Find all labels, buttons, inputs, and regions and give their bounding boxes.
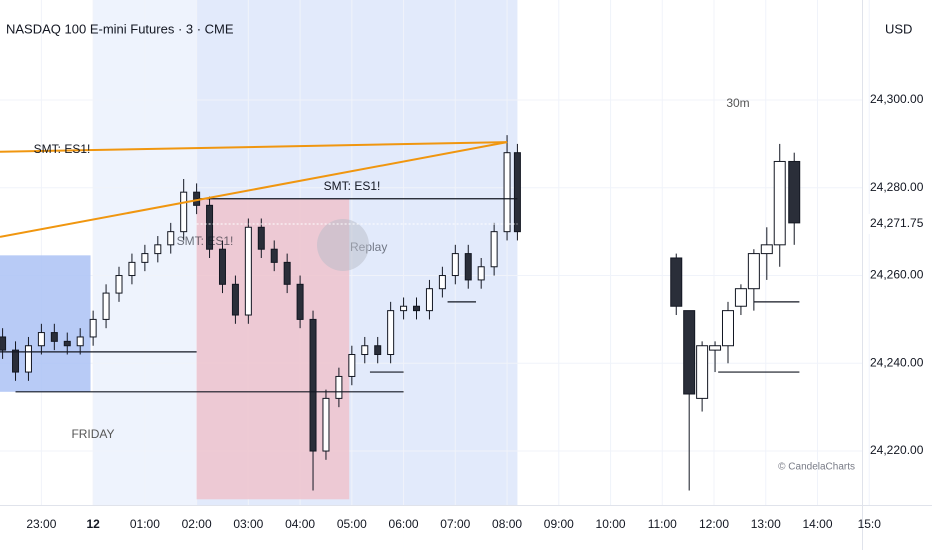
day-label: FRIDAY [71, 427, 114, 441]
candle-body [400, 305, 408, 312]
htf-label: 30m [726, 96, 749, 110]
candle-body [167, 231, 175, 246]
candle-body [413, 305, 421, 312]
candle-body [12, 349, 20, 373]
candle-body [734, 288, 747, 307]
x-tick-label: 06:00 [389, 517, 419, 531]
candle-body [309, 318, 317, 452]
candle-body [721, 310, 734, 347]
x-tick-label: 01:00 [130, 517, 160, 531]
candle-body [387, 310, 395, 356]
candle-body [244, 226, 252, 316]
candle-body [670, 257, 683, 307]
candle-body [257, 226, 265, 250]
x-tick-label: 08:00 [492, 517, 522, 531]
last-price-tag [863, 213, 932, 234]
candle-body [0, 336, 7, 351]
x-tick-label: 03:00 [233, 517, 263, 531]
candle-body [503, 152, 511, 233]
candle-body [141, 253, 149, 263]
candle-body [709, 345, 722, 351]
x-tick-label: 14:00 [802, 517, 832, 531]
candle-body [115, 275, 123, 294]
candle-body [513, 152, 521, 233]
candle-body [760, 244, 773, 255]
x-tick-label: 10:00 [596, 517, 626, 531]
x-tick-label: 02:00 [182, 517, 212, 531]
x-tick-label: 13:00 [751, 517, 781, 531]
candle-body [322, 397, 330, 452]
smt-label: SMT: ES1! [324, 179, 381, 193]
y-tick-label: 24,260.00 [870, 268, 924, 282]
candle-body [283, 261, 291, 285]
candle-body [438, 275, 446, 290]
x-tick-label: 09:00 [544, 517, 574, 531]
x-tick-label: 15:0 [858, 517, 882, 531]
candle-body [154, 244, 162, 255]
candle-body [296, 283, 304, 320]
smt-label: SMT: ES1! [34, 142, 91, 156]
watermark-icon [317, 219, 369, 271]
x-tick-label: 04:00 [285, 517, 315, 531]
plot-area: ReplaySMT: ES1!SMT: ES1!SMT: ES1! [0, 0, 870, 505]
x-tick-label: 11:00 [648, 517, 677, 531]
smt-label: SMT: ES1! [177, 234, 234, 248]
candle-body [374, 345, 382, 356]
credit: © CandelaCharts [778, 462, 855, 473]
candle-body [747, 253, 760, 290]
x-tick-label: 07:00 [440, 517, 470, 531]
last-price-label: 24,271.75 [870, 216, 924, 230]
x-tick-label: 23:00 [26, 517, 56, 531]
candle-body [425, 288, 433, 312]
candle-body [180, 191, 188, 233]
candle-body [231, 283, 239, 316]
candle-body [24, 345, 32, 373]
y-tick-label: 24,280.00 [870, 180, 924, 194]
x-tick-label: 05:00 [337, 517, 367, 531]
smt-line [0, 141, 508, 238]
candle-body [270, 248, 278, 263]
candle-body [102, 292, 110, 320]
candle-body [206, 204, 214, 250]
candle-body [76, 336, 84, 347]
candle-body [218, 248, 226, 285]
chart-title: NASDAQ 100 E-mini Futures · 3 · CME [6, 21, 234, 36]
candle-body [348, 354, 356, 377]
candle-body [788, 160, 801, 224]
candle-body [63, 340, 71, 347]
y-tick-label: 24,240.00 [870, 355, 924, 369]
candle-body [490, 231, 498, 268]
smt-line [0, 141, 508, 153]
y-tick-label: 24,220.00 [870, 443, 924, 457]
candle-body [37, 332, 45, 347]
currency: USD [885, 21, 912, 36]
candle-body [89, 318, 97, 338]
candle-body [335, 375, 343, 399]
candle-body [477, 266, 485, 281]
candle-body [361, 345, 369, 356]
x-tick-label: 12:00 [699, 517, 729, 531]
candle-body [464, 253, 472, 281]
candle-body [50, 332, 58, 342]
candle-body [451, 253, 459, 277]
candle-body [683, 310, 696, 395]
candle-body [696, 345, 709, 399]
candle-body [128, 261, 136, 277]
y-tick-label: 24,300.00 [870, 92, 924, 106]
candle-body [773, 160, 786, 246]
x-tick-label: 12 [86, 517, 100, 531]
